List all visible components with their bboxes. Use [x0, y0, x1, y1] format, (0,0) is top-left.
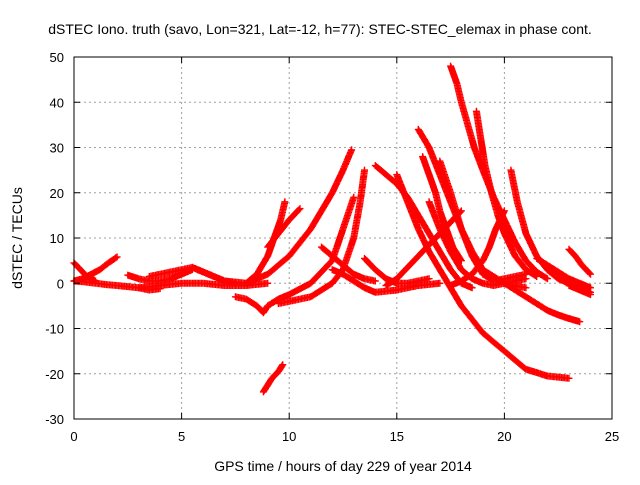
series-markers — [242, 146, 356, 287]
series-markers — [425, 198, 530, 289]
series-markers — [447, 207, 508, 289]
series-13 — [259, 361, 287, 396]
series-32 — [565, 282, 594, 299]
x-tick-label: 5 — [178, 429, 185, 444]
series-9 — [242, 146, 356, 287]
y-tick-label: -20 — [45, 367, 64, 382]
series-markers — [328, 266, 444, 296]
series-16 — [361, 254, 433, 287]
y-tick-label: 0 — [57, 276, 64, 291]
series-markers — [393, 171, 573, 382]
series-markers — [419, 153, 465, 265]
series-markers — [500, 279, 584, 326]
series-10 — [264, 205, 304, 251]
data-series — [70, 62, 594, 396]
y-tick-label: -30 — [45, 412, 64, 427]
axis-ticks: 0 5 10 15 20 25 -30 -20 -10 0 10 20 30 40 50 — [45, 50, 619, 444]
y-axis-title: dSTEC / TECUs — [9, 187, 25, 289]
series-markers — [361, 254, 433, 287]
series-31 — [565, 245, 594, 278]
series-markers — [533, 254, 594, 292]
y-tick-label: 50 — [50, 50, 64, 65]
series-4 — [124, 266, 196, 285]
x-tick-label: 0 — [70, 429, 77, 444]
series-14 — [318, 243, 379, 285]
y-tick-label: 30 — [50, 141, 64, 156]
series-markers — [472, 107, 541, 280]
series-28 — [500, 279, 584, 326]
x-tick-label: 25 — [605, 429, 619, 444]
x-tick-label: 10 — [282, 429, 296, 444]
series-markers — [264, 205, 304, 251]
series-25 — [472, 107, 541, 280]
series-markers — [259, 361, 287, 396]
y-tick-label: -10 — [45, 322, 64, 337]
series-markers — [135, 279, 272, 292]
series-7 — [135, 279, 272, 292]
x-tick-label: 20 — [497, 429, 511, 444]
series-22 — [425, 198, 530, 289]
series-29 — [533, 254, 594, 292]
chart-title: dSTEC Iono. truth (savo, Lon=321, Lat=-1… — [48, 21, 592, 37]
y-tick-label: 10 — [50, 231, 64, 246]
x-axis-title: GPS time / hours of day 229 of year 2014 — [214, 458, 472, 474]
series-markers — [318, 243, 379, 285]
x-tick-label: 15 — [390, 429, 404, 444]
series-19 — [393, 171, 573, 382]
y-tick-label: 20 — [50, 186, 64, 201]
series-21 — [419, 153, 465, 265]
series-markers — [565, 245, 594, 278]
y-tick-label: 40 — [50, 95, 64, 110]
series-markers — [124, 266, 196, 285]
series-26 — [447, 207, 508, 289]
series-15 — [328, 266, 444, 296]
series-markers — [565, 282, 594, 299]
